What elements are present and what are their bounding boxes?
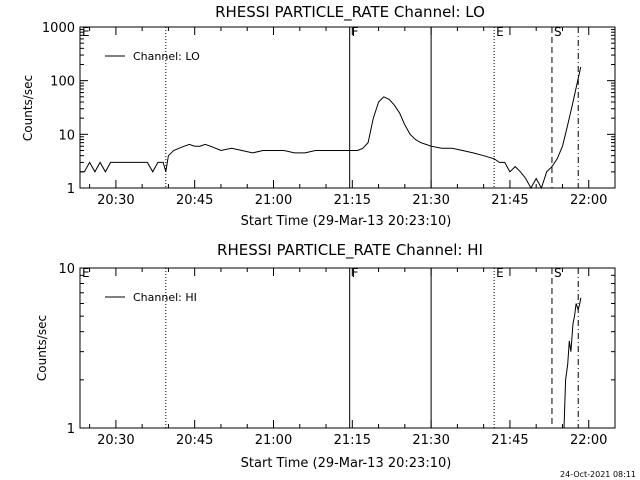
event-marker-label: E: [82, 25, 90, 39]
legend-entry: Channel: HI: [133, 291, 197, 304]
plot-timestamp: 24-Oct-2021 08:11: [560, 470, 636, 479]
legend-entry: Channel: LO: [133, 50, 200, 63]
plot-frame: [79, 26, 616, 189]
event-marker-label: S: [554, 266, 562, 280]
event-marker-label: E: [496, 266, 504, 280]
series-line: [80, 66, 582, 190]
x-tick-label: 20:30: [97, 193, 134, 208]
x-tick-label: 21:15: [334, 433, 371, 448]
event-marker-label: F: [352, 266, 359, 280]
y-tick-label: 10: [58, 262, 75, 277]
x-tick-label: 21:15: [334, 193, 371, 208]
y-axis-label: Counts/sec: [35, 315, 49, 381]
y-tick-label: 1: [67, 182, 75, 197]
x-tick-label: 21:30: [412, 193, 449, 208]
y-tick-label: 10: [58, 128, 75, 143]
chart-panel-lo: RHESSI PARTICLE_RATE Channel: LO Counts/…: [21, 3, 616, 229]
plot-frame: [79, 267, 616, 429]
x-axis-label: Start Time (29-Mar-13 20:23:10): [241, 456, 452, 471]
x-tick-label: 22:00: [570, 433, 607, 448]
event-marker-label: E: [496, 25, 504, 39]
chart-title: RHESSI PARTICLE_RATE Channel: LO: [215, 3, 485, 22]
y-tick-label: 1000: [42, 21, 75, 36]
x-tick-label: 20:45: [176, 433, 213, 448]
x-tick-label: 22:00: [570, 193, 607, 208]
y-tick-label: 1: [67, 422, 75, 437]
x-tick-label: 20:45: [176, 193, 213, 208]
event-marker-label: E: [82, 266, 90, 280]
chart-panel-hi: RHESSI PARTICLE_RATE Channel: HI Counts/…: [35, 241, 616, 471]
x-tick-label: 21:45: [491, 433, 528, 448]
event-marker-label: F: [352, 25, 359, 39]
x-tick-label: 21:45: [491, 193, 528, 208]
x-axis-label: Start Time (29-Mar-13 20:23:10): [241, 214, 452, 229]
series-line: [563, 297, 582, 429]
x-tick-label: 21:30: [412, 433, 449, 448]
chart-title: RHESSI PARTICLE_RATE Channel: HI: [217, 241, 483, 260]
x-tick-label: 21:00: [255, 193, 292, 208]
y-axis-label: Counts/sec: [21, 75, 35, 141]
x-tick-label: 21:00: [255, 433, 292, 448]
y-tick-label: 100: [50, 75, 75, 90]
x-tick-label: 20:30: [97, 433, 134, 448]
event-marker-label: S: [554, 25, 562, 39]
